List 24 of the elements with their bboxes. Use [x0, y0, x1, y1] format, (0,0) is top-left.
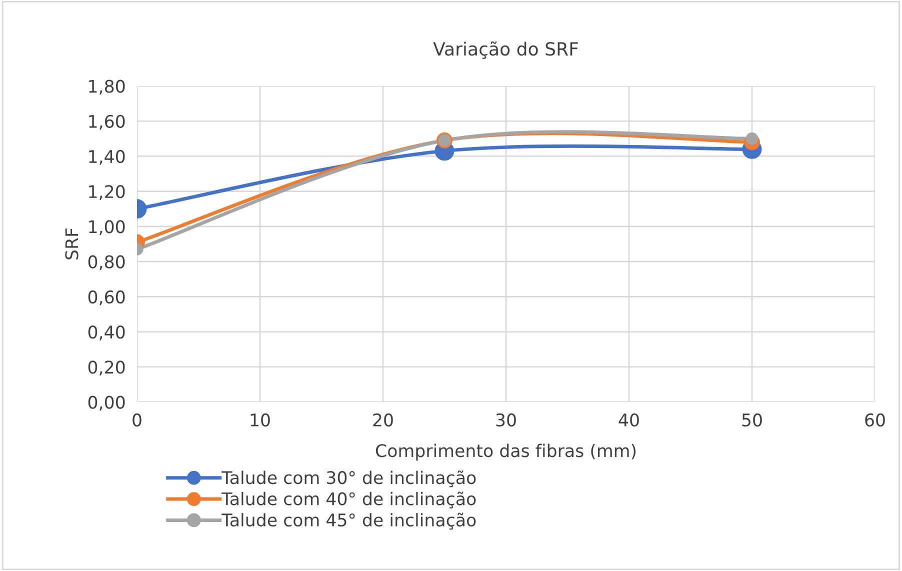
- x-axis-title: Comprimento das fibras (mm): [376, 444, 636, 461]
- y-tick-label: 1,80: [89, 80, 125, 95]
- y-tick-label: 0,80: [88, 255, 125, 270]
- y-tick-label: 1,00: [89, 220, 125, 236]
- y-tick-label: 1,60: [89, 114, 125, 130]
- x-tick-label: 60: [865, 413, 885, 427]
- y-tick-label: 0,60: [88, 290, 125, 306]
- x-tick-label: 20: [373, 413, 393, 427]
- y-tick-label: 0,20: [88, 360, 125, 376]
- x-tick-label: 50: [742, 413, 762, 427]
- legend-label: Talude com 40° de inclinação: [222, 492, 476, 508]
- legend-label: Talude com 45° de inclinação: [222, 512, 476, 530]
- chart-title: Variação do SRF: [433, 41, 578, 59]
- y-tick-label: 1,40: [89, 150, 125, 165]
- x-tick-label: 0: [132, 413, 142, 427]
- x-tick-label: 30: [496, 413, 516, 427]
- point: [746, 132, 758, 145]
- y-axis-title: SRF: [65, 228, 78, 260]
- x-tick-label: 40: [618, 413, 639, 427]
- y-tick-label: 0,40: [88, 325, 125, 340]
- y-tick-label: 1,20: [89, 185, 125, 200]
- y-tick-label: 0,00: [88, 396, 125, 411]
- x-tick-label: 10: [250, 413, 270, 427]
- legend-label: Talude com 30° de inclinação: [222, 470, 476, 488]
